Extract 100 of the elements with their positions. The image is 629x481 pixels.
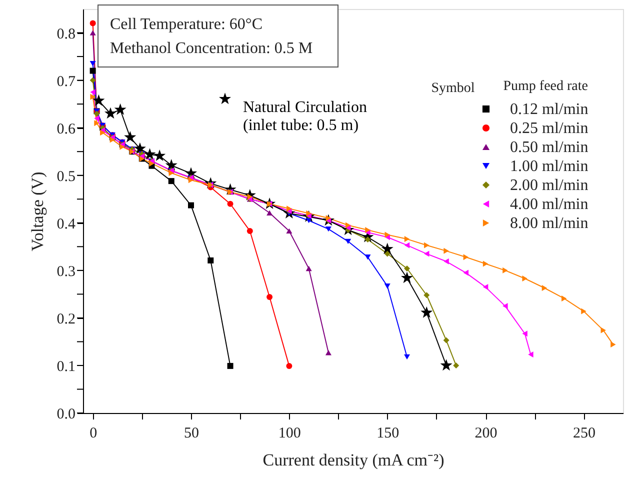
point	[286, 362, 292, 369]
x-tick-label: 150	[376, 426, 400, 442]
point	[453, 362, 460, 368]
point	[463, 270, 469, 276]
point	[90, 77, 96, 84]
point	[502, 303, 508, 310]
point	[345, 222, 351, 228]
legend-label: 2.00 ml/min	[510, 177, 588, 194]
point	[420, 306, 433, 318]
legend-label: 4.00 ml/min	[510, 196, 588, 213]
point	[561, 295, 567, 302]
x-tick-label: 200	[474, 426, 498, 442]
point	[528, 352, 534, 358]
legend-title: Pump feed rate	[503, 79, 588, 94]
point	[90, 94, 96, 100]
point	[610, 342, 616, 348]
point	[168, 178, 174, 184]
point	[345, 238, 352, 244]
point	[444, 248, 449, 254]
point	[440, 359, 452, 371]
point	[266, 210, 273, 216]
point	[134, 142, 146, 154]
point	[384, 284, 390, 289]
point	[325, 226, 332, 232]
point	[381, 242, 394, 254]
y-tick-label: 0.2	[56, 311, 76, 328]
point	[246, 228, 253, 234]
point	[404, 354, 410, 360]
y-tick-label: 0.4	[56, 216, 76, 232]
point	[266, 294, 273, 300]
point	[384, 232, 390, 238]
point	[110, 136, 116, 143]
point	[306, 218, 312, 224]
legend-label: Natural Circulation (inlet tube: 0.5 m)	[243, 99, 367, 134]
point	[144, 148, 156, 160]
point	[502, 267, 508, 274]
point	[424, 250, 430, 257]
point	[325, 350, 332, 356]
point	[124, 131, 136, 142]
y-tick-label: 0.8	[56, 26, 76, 42]
point	[90, 89, 96, 96]
point	[94, 110, 100, 117]
legend-label: 0.50 ml/min	[510, 139, 588, 156]
point	[364, 254, 371, 260]
point	[482, 260, 488, 267]
point	[90, 30, 96, 36]
point	[90, 20, 96, 26]
point	[424, 292, 430, 298]
point	[424, 242, 430, 248]
annotation: Cell Temperature: 60°C	[110, 16, 262, 33]
point	[154, 150, 166, 161]
point	[542, 285, 548, 291]
point	[600, 327, 606, 334]
point	[522, 275, 528, 282]
y-tick-label: 0.6	[56, 121, 76, 138]
annotation: Methanol Concentration: 0.5 M	[110, 40, 313, 57]
point	[443, 337, 450, 344]
x-tick-label: 0	[90, 426, 98, 442]
point	[188, 202, 194, 208]
point	[208, 257, 214, 264]
x-tick-label: 100	[278, 426, 301, 442]
point	[306, 266, 312, 272]
x-tick-label: 250	[572, 426, 596, 442]
point	[114, 103, 126, 115]
point	[100, 130, 106, 136]
legend-label: 8.00 ml/min	[510, 215, 588, 232]
point	[482, 284, 488, 290]
point	[444, 258, 449, 264]
point	[104, 107, 117, 119]
point	[286, 228, 292, 234]
legend-label: 1.00 ml/min	[510, 158, 588, 175]
point	[581, 308, 586, 314]
y-tick-label: 0.5	[56, 168, 76, 185]
point	[404, 236, 410, 242]
point	[384, 250, 390, 257]
point	[522, 330, 528, 337]
legend-label: 0.12 ml/min	[510, 101, 588, 118]
point	[286, 206, 292, 212]
point	[227, 200, 234, 207]
point	[90, 61, 96, 66]
x-axis-title: Current density (mA cm⁻²)	[262, 450, 444, 470]
point	[92, 94, 105, 106]
y-tick-label: 0.0	[56, 406, 76, 422]
annotation: Symbol	[431, 81, 475, 96]
point	[94, 120, 100, 126]
y-tick-label: 0.7	[56, 74, 76, 90]
point	[404, 266, 410, 272]
point	[94, 115, 100, 122]
y-axis-title: Voltage (V)	[28, 172, 47, 252]
legend-label: 0.25 ml/min	[510, 120, 588, 137]
y-tick-label: 0.1	[56, 358, 76, 375]
x-tick-label: 50	[184, 426, 199, 442]
point	[400, 272, 414, 284]
y-tick-label: 0.3	[56, 264, 76, 280]
point	[120, 144, 125, 150]
point	[90, 68, 96, 74]
point	[227, 362, 234, 369]
point	[404, 242, 410, 248]
point	[188, 177, 194, 184]
point	[463, 254, 469, 260]
